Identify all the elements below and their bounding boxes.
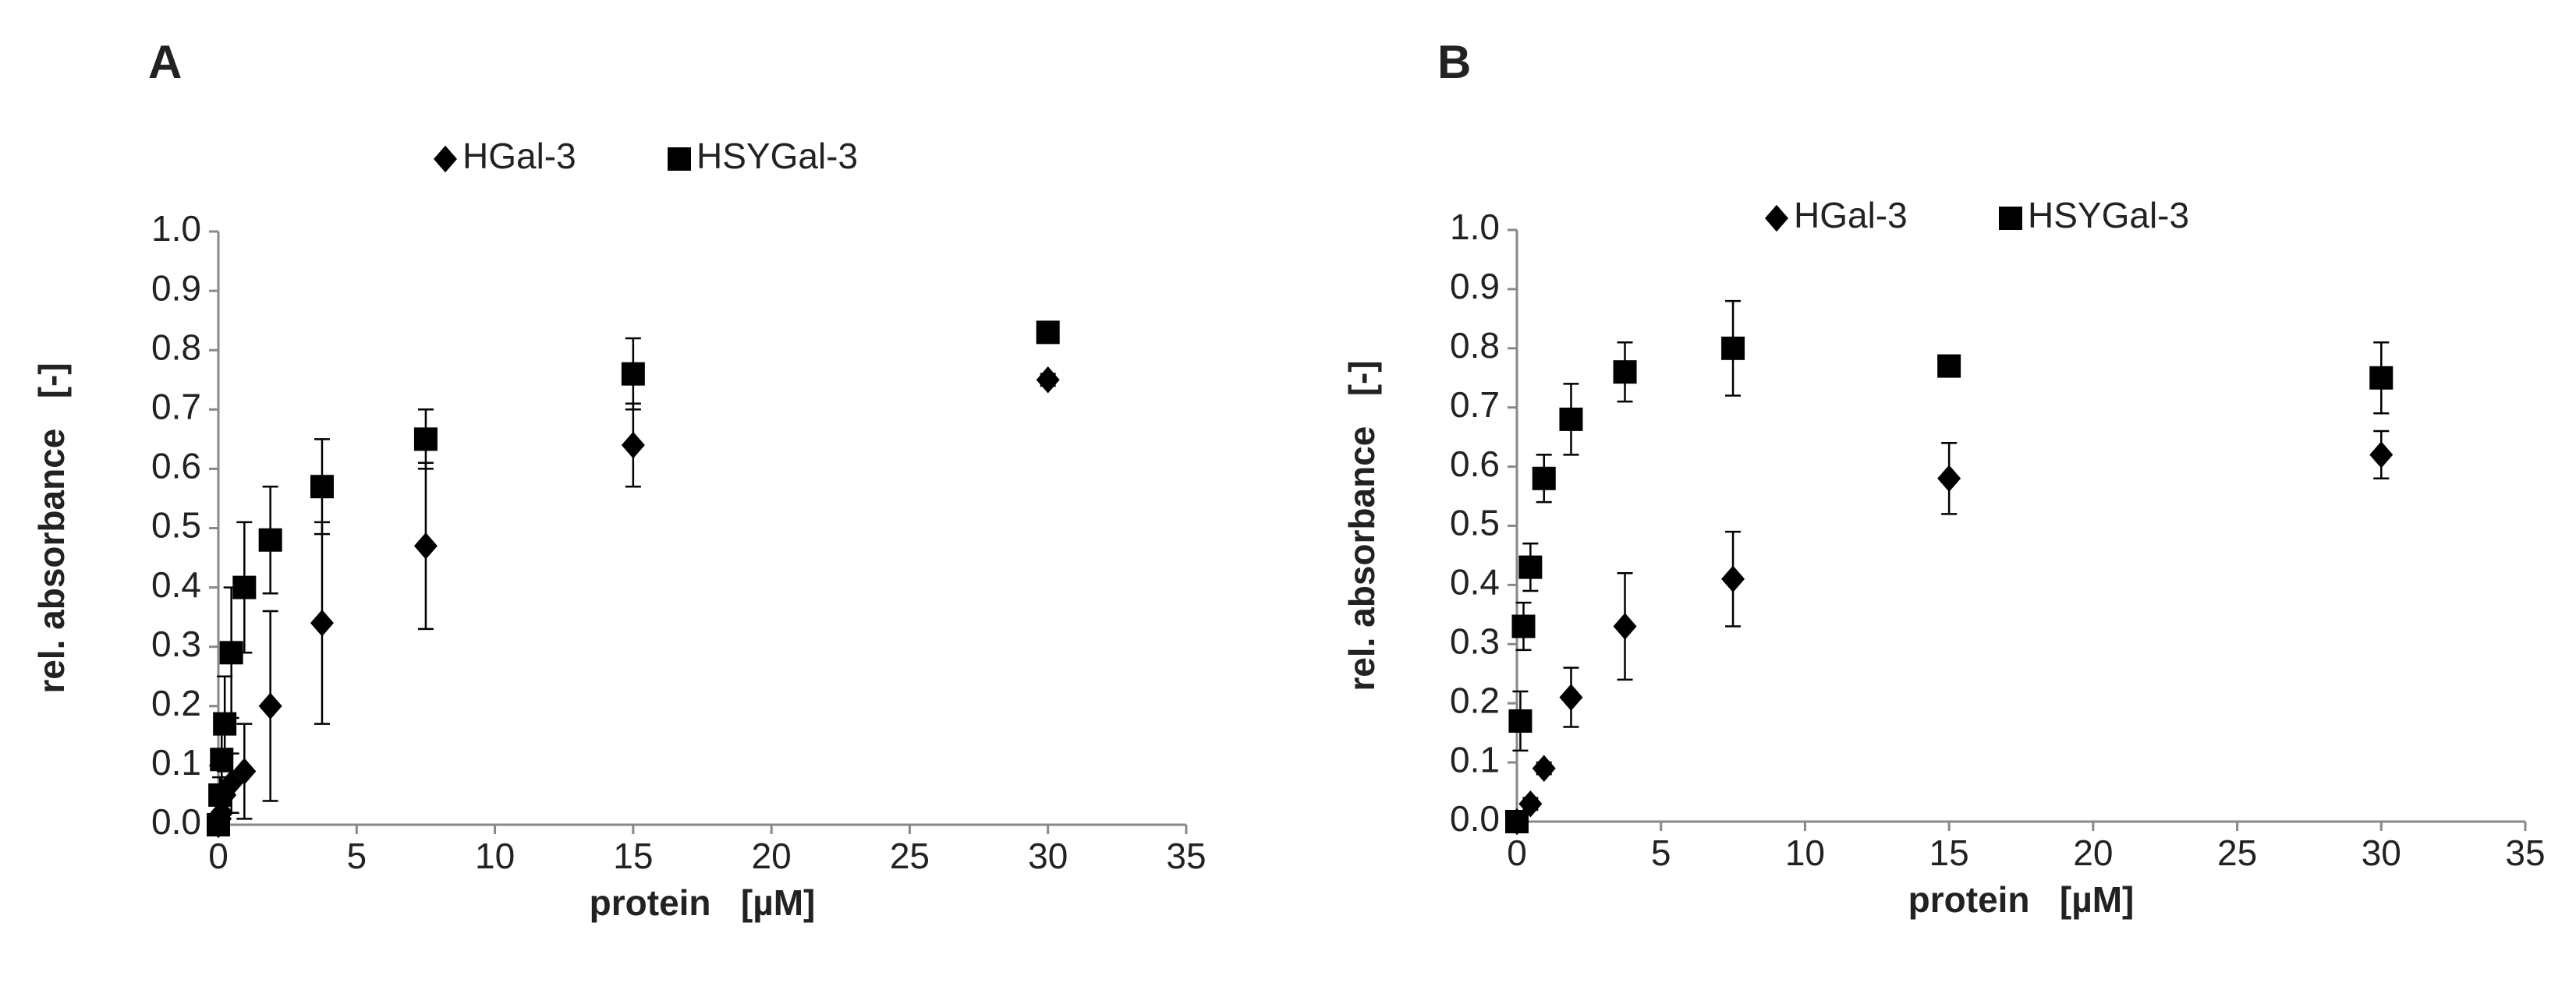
legend-marker	[434, 145, 457, 173]
data-point	[208, 783, 232, 807]
data-point	[1036, 320, 1060, 345]
x-tick-label: 25	[2217, 833, 2257, 873]
data-point	[413, 427, 438, 451]
y-tick-label: 0.1	[151, 742, 201, 783]
data-point	[1937, 354, 1961, 378]
x-tick-label: 20	[2073, 833, 2113, 873]
data-point	[1532, 466, 1556, 490]
data-point	[1721, 336, 1745, 360]
legend-marker	[1999, 207, 2022, 230]
data-point	[2369, 366, 2394, 390]
y-tick-label: 0.7	[151, 386, 201, 426]
data-point	[1721, 565, 1745, 593]
data-point	[210, 748, 234, 772]
y-tick-label: 0.0	[1450, 798, 1500, 839]
x-tick-label: 30	[2362, 833, 2401, 873]
data-point	[621, 362, 645, 386]
x-tick-label: 0	[1507, 833, 1527, 873]
data-point	[1036, 366, 1060, 394]
data-point	[207, 813, 230, 836]
y-tick-label: 0.1	[1450, 739, 1500, 780]
data-point	[2369, 441, 2394, 468]
y-tick-label: 0.9	[151, 267, 201, 308]
data-point	[258, 528, 282, 552]
y-axis-label: rel. absorbance [-]	[1341, 360, 1382, 691]
data-point	[413, 532, 438, 560]
y-tick-label: 0.2	[1450, 680, 1500, 720]
y-tick-label: 1.0	[1450, 207, 1500, 247]
x-tick-label: 20	[752, 836, 792, 876]
y-tick-label: 0.7	[1450, 384, 1500, 425]
x-tick-label: 15	[613, 836, 653, 876]
x-tick-label: 10	[475, 836, 515, 876]
y-tick-label: 0.4	[1450, 562, 1500, 603]
legend-label: HGal-3	[462, 136, 576, 176]
x-tick-label: 25	[890, 836, 930, 876]
x-tick-label: 0	[208, 836, 229, 876]
y-tick-label: 0.2	[151, 683, 201, 723]
x-tick-label: 30	[1028, 836, 1068, 876]
y-tick-label: 0.6	[1450, 444, 1500, 484]
data-point	[1937, 465, 1961, 493]
data-point	[232, 575, 257, 599]
data-point	[310, 475, 334, 499]
data-point	[1532, 755, 1556, 782]
x-axis-label: protein [µM]	[1908, 879, 2135, 920]
legend-label: HSYGal-3	[696, 136, 858, 176]
legend-marker	[1765, 204, 1788, 232]
data-point	[213, 712, 237, 736]
data-point	[310, 610, 334, 637]
y-tick-label: 0.3	[151, 624, 201, 664]
y-tick-label: 0.3	[1450, 620, 1500, 661]
y-tick-label: 0.0	[151, 801, 201, 842]
x-tick-label: 10	[1785, 833, 1825, 873]
y-tick-label: 0.4	[151, 564, 201, 605]
y-tick-label: 0.8	[1450, 325, 1500, 366]
y-tick-label: 1.0	[151, 208, 201, 249]
legend-marker	[668, 147, 691, 171]
panel-label: B	[1437, 36, 1471, 88]
data-point	[1511, 614, 1536, 638]
data-point	[1508, 709, 1532, 733]
data-point	[1559, 684, 1583, 711]
data-point	[621, 431, 645, 459]
data-point	[1613, 360, 1637, 384]
x-axis-label: protein [µM]	[590, 882, 816, 923]
y-tick-label: 0.9	[1450, 266, 1500, 306]
panel-label: A	[148, 36, 182, 88]
data-point	[232, 758, 257, 785]
legend-label: HGal-3	[1794, 195, 1908, 235]
y-tick-label: 0.8	[151, 327, 201, 367]
legend-label: HSYGal-3	[2028, 195, 2189, 235]
x-tick-label: 15	[1929, 833, 1969, 873]
x-tick-label: 35	[1166, 836, 1206, 876]
y-tick-label: 0.5	[151, 505, 201, 546]
x-tick-label: 5	[1651, 833, 1671, 873]
data-point	[258, 692, 282, 720]
data-point	[1613, 613, 1637, 640]
y-axis-label: rel. absorbance [-]	[31, 362, 72, 693]
y-tick-label: 0.5	[1450, 503, 1500, 543]
x-tick-label: 35	[2505, 833, 2545, 873]
y-tick-label: 0.6	[151, 446, 201, 486]
data-point	[1505, 810, 1529, 833]
x-tick-label: 5	[346, 836, 367, 876]
data-point	[1518, 555, 1543, 579]
data-point	[1559, 407, 1583, 431]
